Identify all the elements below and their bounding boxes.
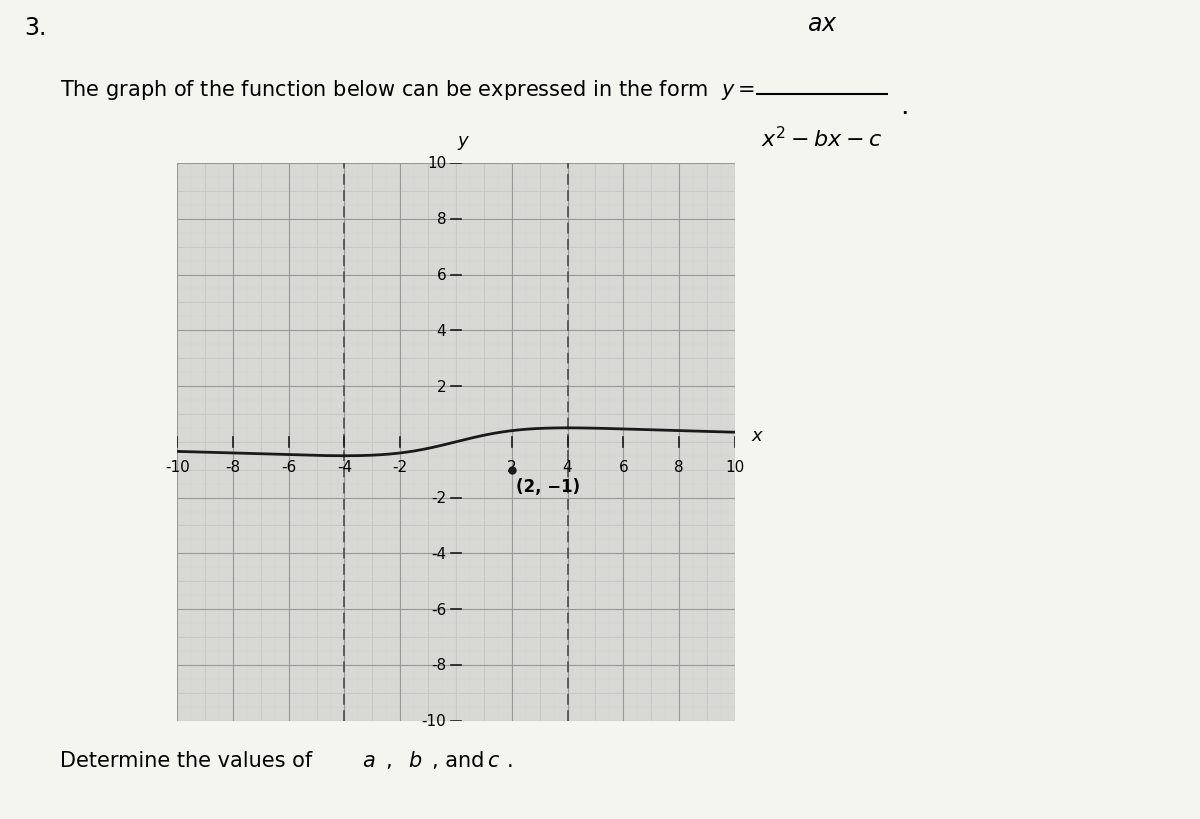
Text: 4: 4	[563, 459, 572, 474]
Text: 4: 4	[437, 324, 446, 338]
Text: -10: -10	[164, 459, 190, 474]
Text: $ax$: $ax$	[806, 12, 838, 36]
Text: .: .	[506, 750, 514, 771]
Text: (2, −1): (2, −1)	[516, 477, 580, 495]
Text: 6: 6	[618, 459, 628, 474]
Text: -2: -2	[392, 459, 408, 474]
Text: .: .	[900, 93, 908, 120]
Text: ,: ,	[386, 750, 400, 771]
Text: The graph of the function below can be expressed in the form  $y=$: The graph of the function below can be e…	[60, 78, 755, 102]
Text: 10: 10	[427, 156, 446, 171]
Text: -8: -8	[226, 459, 240, 474]
Text: $a$: $a$	[362, 750, 376, 771]
Text: 8: 8	[437, 212, 446, 227]
Text: -4: -4	[337, 459, 352, 474]
Text: $b$: $b$	[408, 750, 422, 771]
Text: 6: 6	[437, 268, 446, 283]
Text: -8: -8	[431, 658, 446, 672]
Text: 3.: 3.	[24, 16, 47, 40]
Text: x: x	[751, 427, 762, 444]
Text: $c$: $c$	[487, 750, 500, 771]
Text: -4: -4	[431, 546, 446, 561]
Text: , and: , and	[432, 750, 491, 771]
Text: -6: -6	[281, 459, 296, 474]
Text: $x^2-bx-c$: $x^2-bx-c$	[762, 125, 882, 151]
Text: 2: 2	[437, 379, 446, 394]
Text: 10: 10	[725, 459, 744, 474]
Text: 2: 2	[506, 459, 516, 474]
Text: -10: -10	[421, 713, 446, 728]
Text: 8: 8	[674, 459, 684, 474]
Text: -2: -2	[431, 491, 446, 505]
Text: Determine the values of: Determine the values of	[60, 750, 319, 771]
Text: -6: -6	[431, 602, 446, 617]
Text: y: y	[457, 132, 468, 150]
